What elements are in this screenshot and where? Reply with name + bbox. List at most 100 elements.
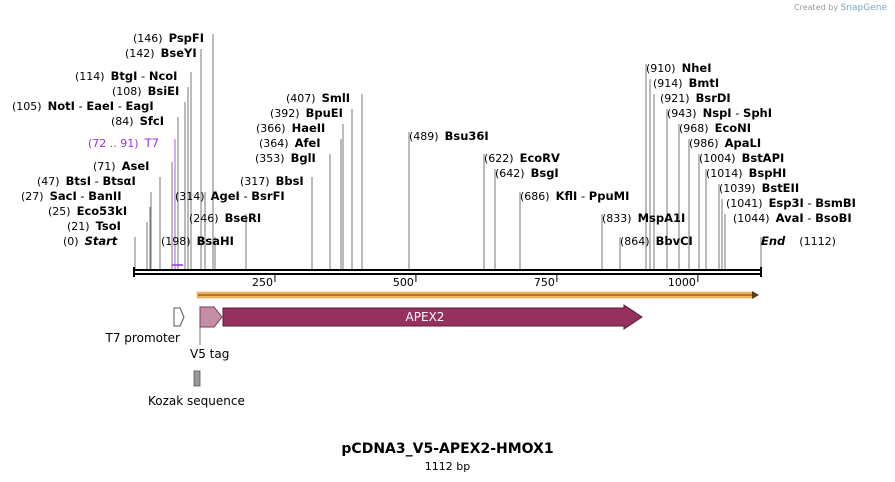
site-name-4-0: BtsI [66,174,91,188]
site-label-10[interactable]: (114) BtgI - NcoI [75,69,177,83]
site-label-39[interactable]: End (1112) [761,234,836,248]
site-pos-8: (105) [12,100,42,113]
site-label-4[interactable]: (47) BtsI - BtsαI [37,174,136,188]
site-label-7[interactable]: (84) SfcI [111,114,164,128]
site-pos-2: (25) [48,205,71,218]
site-label-3[interactable]: (27) SacI - BanII [21,189,121,203]
site-name-31-1: SphI [743,106,772,120]
site-label-29[interactable]: (914) BmtI [653,76,719,90]
site-label-0[interactable]: (0) Start [63,234,118,248]
site-name-0-0: Start [85,234,118,248]
site-pos-27: (864) [620,235,650,248]
ruler-tick-label-0: 250 [252,276,273,289]
site-label-26[interactable]: (833) MspA1I [602,211,685,225]
site-pos-0: (0) [63,235,79,248]
site-label-34[interactable]: (1004) BstAPI [699,151,784,165]
site-label-23[interactable]: (622) EcoRV [484,151,560,165]
site-name-14-0: BseRI [225,211,262,225]
site-label-36[interactable]: (1039) BstEII [719,181,799,195]
site-label-17[interactable]: (353) BglI [255,151,316,165]
site-label-1[interactable]: (21) TsoI [67,219,121,233]
site-leader-lines [134,34,762,270]
feature-t7-promoter[interactable]: T7 promoter [105,307,185,345]
site-pos-10: (114) [75,70,105,83]
site-label-20[interactable]: (392) BpuEI [270,106,343,120]
site-name-29-0: BmtI [689,76,720,90]
site-label-11[interactable]: (142) BseYI [125,46,197,60]
site-name-21-0: SmlI [322,91,351,105]
site-label-33[interactable]: (986) ApaLI [689,136,761,150]
site-pos-32: (968) [679,122,709,135]
credit-prefix: Created by [794,3,839,12]
site-label-38[interactable]: (1044) AvaI - BsoBI [733,211,852,225]
site-label-27[interactable]: (864) BbvCI [620,234,693,248]
site-name-3-0: SacI [50,189,77,203]
site-pos-3: (27) [21,190,44,203]
site-label-22[interactable]: (489) Bsu36I [409,129,489,143]
feature-kozak-sequence[interactable]: Kozak sequence [148,370,245,408]
site-label-16[interactable]: (317) BbsI [240,174,304,188]
site-label-9[interactable]: (108) BsiEI [112,84,179,98]
site-sep-8-2: - [114,99,125,113]
site-sep-8-1: - [75,99,86,113]
map-length: 1112 bp [424,460,471,473]
site-name-33-0: ApaLI [725,136,762,150]
site-label-32[interactable]: (968) EcoNI [679,121,751,135]
site-pos-26: (833) [602,212,632,225]
site-pos-14: (246) [189,212,219,225]
site-sep-3-1: - [77,189,88,203]
site-name-39: End [761,234,786,248]
site-label-21[interactable]: (407) SmlI [286,91,350,105]
site-label-35[interactable]: (1014) BspHI [706,166,786,180]
ruler-tick-label-3: 1000 [668,276,696,289]
site-name-31-0: NspI [703,106,732,120]
site-name-34-0: BstAPI [742,151,785,165]
site-label-13[interactable]: (198) BsaHI [161,234,234,248]
site-label-2[interactable]: (25) Eco53kI [48,204,127,218]
site-label-25[interactable]: (686) KflI - PpuMI [520,189,629,203]
site-labels: (0) Start(21) TsoI (25) Eco53kI (27) SacI - Ba… [12,31,856,248]
site-name-36-0: BstEII [762,181,800,195]
feature-v5-tag[interactable]: V5 tag [190,306,229,361]
site-name-26-0: MspA1I [638,211,686,225]
site-name-20-0: BpuEI [306,106,343,120]
site-label-31[interactable]: (943) NspI - SphI [667,106,772,120]
site-pos-21: (407) [286,92,316,105]
site-pos-30: (921) [660,92,690,105]
site-pos-17: (353) [255,152,285,165]
sequence-backbone [133,264,762,277]
site-pos-35: (1014) [706,167,743,180]
feature-apex2[interactable]: APEX2 [222,304,643,330]
site-label-8[interactable]: (105) NotI - EaeI - EagI [12,99,154,113]
site-name-12-0: PspFI [169,31,204,45]
site-sep-4-1: - [91,174,102,188]
site-label-18[interactable]: (364) AfeI [259,136,321,150]
site-name-11-0: BseYI [161,46,197,60]
site-name-30-0: BsrDI [696,91,731,105]
feature-track: T7 promoter V5 tag APEX2 Kozak sequence [105,291,759,408]
site-label-6[interactable]: (72 .. 91) T7 [88,136,159,150]
orf-arrow[interactable] [196,291,759,299]
site-name-6-0: T7 [144,136,159,150]
ruler-ticks: 250 500 750 1000 [252,274,699,289]
site-label-15[interactable]: (314) AgeI - BsrFI [175,189,285,203]
site-name-4-1: BtsαI [102,174,135,188]
site-label-30[interactable]: (921) BsrDI [660,91,731,105]
site-label-5[interactable]: (71) AseI [93,159,149,173]
site-pos-22: (489) [409,130,439,143]
site-name-22-0: Bsu36I [445,129,489,143]
site-name-38-0: AvaI [776,211,804,225]
site-label-24[interactable]: (642) BsgI [495,166,559,180]
site-label-28[interactable]: (910) NheI [646,61,711,75]
site-label-14[interactable]: (246) BseRI [189,211,261,225]
site-pos-1: (21) [67,220,90,233]
site-label-19[interactable]: (366) HaeII [256,121,325,135]
site-name-28-0: NheI [682,61,712,75]
site-label-12[interactable]: (146) PspFI [133,31,204,45]
site-pos-13: (198) [161,235,191,248]
site-pos-39: (1112) [799,235,836,248]
site-label-37[interactable]: (1041) Esp3I - BsmBI [726,196,856,210]
ruler-tick-label-1: 500 [393,276,414,289]
site-name-37-1: BsmBI [815,196,856,210]
site-name-38-1: BsoBI [815,211,852,225]
